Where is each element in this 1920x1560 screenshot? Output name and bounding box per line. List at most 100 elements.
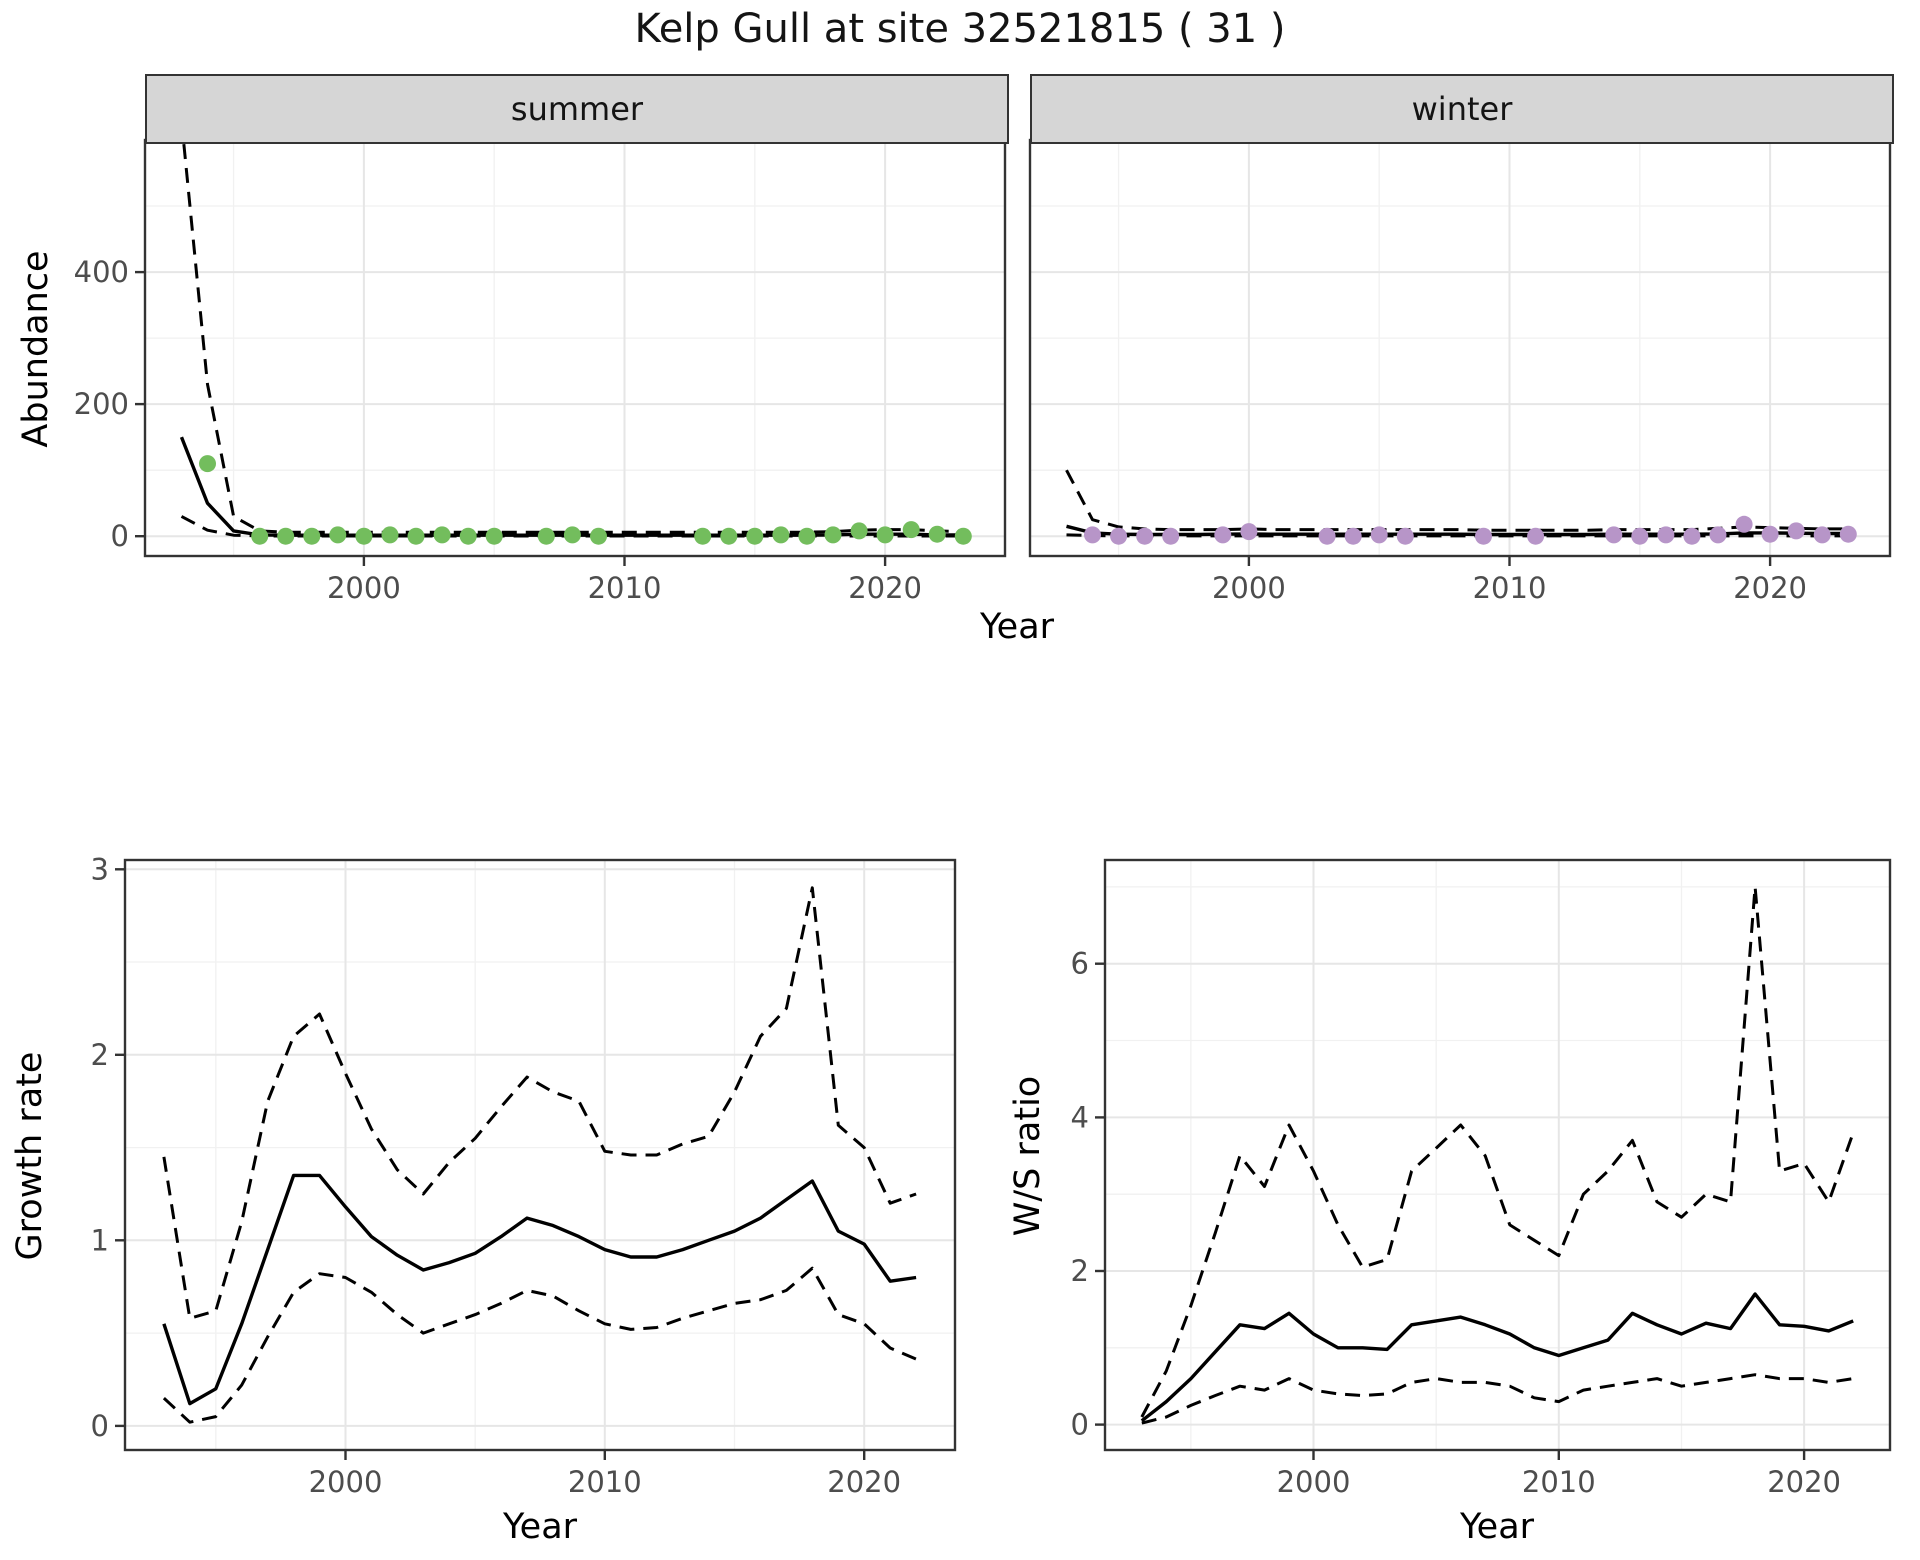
data-point	[1084, 526, 1101, 544]
x-tick-label: 2000	[1212, 571, 1286, 605]
x-tick-label: 2010	[1522, 1465, 1596, 1499]
x-tick-label: 2020	[827, 1465, 901, 1499]
facet-strip-summer-label: summer	[510, 90, 644, 128]
data-point	[1735, 515, 1753, 533]
x-tick-label: 2020	[848, 571, 922, 605]
y-tick-label: 2	[1071, 1254, 1089, 1288]
y-tick-label: 0	[1071, 1408, 1089, 1442]
x-tick-label: 2010	[1473, 571, 1547, 605]
abundance-winter-panel: 2000 2010 2020	[1028, 138, 1892, 605]
ws-ratio-fit-line	[1140, 1292, 1854, 1423]
x-tick-label: 2000	[309, 1465, 383, 1499]
data-point	[1475, 527, 1492, 545]
ws-ratio-lower-ci-line	[1141, 1373, 1854, 1425]
data-point	[1813, 526, 1831, 544]
ws-ratio-upper-ci-line	[1140, 885, 1855, 1418]
axis-ticks: 2000 2010 2020 0 1 2 3	[91, 852, 902, 1499]
data-point	[746, 527, 764, 545]
data-point	[876, 526, 894, 544]
data-point	[303, 527, 321, 545]
y-tick-label: 3	[91, 852, 109, 886]
data-point	[1370, 526, 1388, 544]
x-tick-label: 2000	[327, 571, 401, 605]
figure-title: Kelp Gull at site 32521815 ( 31 )	[634, 6, 1286, 52]
data-point	[694, 527, 712, 545]
panel-background	[1105, 860, 1890, 1450]
y-tick-label: 200	[74, 387, 129, 421]
data-point	[1136, 527, 1154, 545]
axis-ticks: 2000 2010 2020 0 2 4 6	[1071, 947, 1841, 1499]
ws-ratio-panel: 2000 2010 2020 0 2 4 6	[1071, 858, 1892, 1499]
data-point	[1396, 527, 1414, 545]
data-point	[407, 527, 425, 545]
data-point	[251, 527, 269, 545]
data-point	[798, 527, 816, 545]
year-axis-title-ratio: Year	[1459, 1507, 1535, 1547]
data-point	[928, 525, 946, 543]
growth-rate-fit-line	[162, 1173, 917, 1406]
data-point	[329, 526, 347, 544]
year-axis-title-top: Year	[979, 607, 1055, 647]
growth-rate-lower-ci-line	[162, 1266, 917, 1424]
data-point	[537, 527, 555, 545]
data-point	[277, 527, 295, 545]
data-point	[850, 522, 868, 540]
data-point	[1527, 527, 1545, 545]
abundance-summer-panel: 2000 2010 2020 0 200 400	[74, 138, 1007, 605]
data-point	[1240, 523, 1258, 541]
data-point	[1657, 526, 1675, 544]
data-point	[381, 526, 399, 544]
data-point	[459, 527, 477, 545]
y-tick-label: 4	[1071, 1100, 1089, 1134]
data-point	[1214, 526, 1232, 544]
facet-strip-winter-label: winter	[1411, 90, 1513, 128]
gridlines	[125, 860, 955, 1450]
data-point	[720, 527, 738, 545]
growth-rate-upper-ci-line	[162, 886, 917, 1320]
data-point	[1709, 526, 1727, 544]
y-tick-label: 0	[111, 519, 129, 553]
data-point	[1318, 527, 1336, 545]
panel-background	[125, 860, 955, 1450]
growth-rate-axis-title: Growth rate	[10, 1051, 50, 1261]
y-tick-label: 0	[91, 1409, 109, 1443]
data-point	[902, 521, 920, 539]
y-tick-label: 2	[91, 1038, 109, 1072]
axis-ticks: 2000 2010 2020 0 200 400	[74, 255, 922, 605]
y-tick-label: 6	[1071, 947, 1089, 981]
data-point	[1839, 525, 1857, 543]
x-tick-label: 2010	[568, 1465, 642, 1499]
data-point	[824, 526, 842, 544]
data-point	[1683, 527, 1701, 545]
data-point	[1761, 525, 1779, 543]
panel-background	[1030, 140, 1890, 556]
growth-rate-panel: 2000 2010 2020 0 1 2 3	[91, 852, 957, 1499]
y-tick-label: 400	[74, 255, 129, 289]
data-point	[1110, 527, 1128, 545]
y-tick-label: 1	[91, 1223, 109, 1257]
panel-border	[1103, 858, 1892, 1452]
abundance-axis-title: Abundance	[16, 250, 56, 448]
data-point	[433, 526, 451, 544]
data-point	[1344, 527, 1362, 545]
data-point	[485, 527, 503, 545]
data-point	[772, 526, 790, 544]
panel-background	[145, 140, 1005, 556]
axis-ticks: 2000 2010 2020	[1212, 556, 1807, 605]
data-point	[1787, 522, 1805, 540]
data-point	[590, 527, 607, 545]
x-tick-label: 2010	[588, 571, 662, 605]
gridlines	[1105, 860, 1890, 1450]
data-point	[1631, 527, 1649, 545]
data-point	[199, 455, 216, 473]
year-axis-title-growth: Year	[502, 1507, 578, 1547]
data-point	[1162, 527, 1180, 545]
data-point	[563, 526, 581, 544]
facet-strip-winter: winter	[1030, 74, 1894, 144]
panel-border	[123, 858, 957, 1452]
x-tick-label: 2000	[1277, 1465, 1351, 1499]
x-tick-label: 2020	[1767, 1465, 1841, 1499]
data-point	[355, 527, 373, 545]
